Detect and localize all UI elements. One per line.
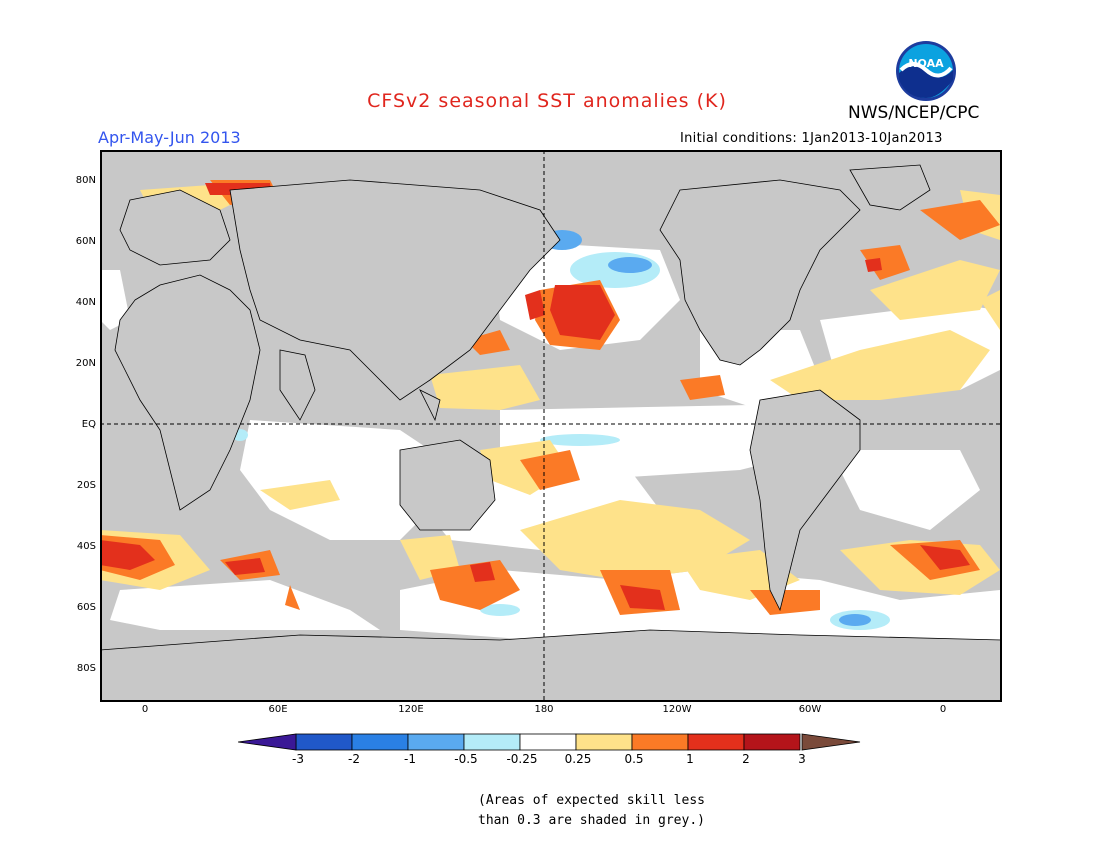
continents [100,164,1002,702]
colorbar-label: 0.5 [624,752,644,766]
colorbar-label: 0.25 [564,752,592,766]
season-label: Apr-May-Jun 2013 [98,128,241,147]
colorbar-over-arrow [801,733,861,751]
colorbar-label: -1 [404,752,416,766]
colorbar-label: -3 [292,752,304,766]
chart-title: CFSv2 seasonal SST anomalies (K) [367,90,727,112]
colorbar-cell [631,733,689,751]
noaa-logo: NOAA [896,41,956,101]
colorbar-label: 1 [686,752,694,766]
lon-label: 60W [798,704,822,715]
lat-label: 80N [75,175,96,186]
colorbar-label: 3 [798,752,806,766]
skill-note: (Areas of expected skill less than 0.3 a… [478,791,705,831]
lon-label: 120W [662,704,692,715]
colorbar-cell [743,733,801,751]
colorbar-under-arrow [238,733,297,751]
logo-text: NOAA [908,57,944,70]
lat-label: EQ [81,419,96,430]
colorbar-cell [575,733,633,751]
lat-label: 80S [76,663,96,674]
organization-label: NWS/NCEP/CPC [848,103,980,123]
colorbar-cell [687,733,745,751]
lat-label: 20N [75,358,96,369]
colorbar-cell [407,733,465,751]
skill-note-line-2: than 0.3 are shaded in grey.) [478,813,705,828]
colorbar [238,733,861,751]
colorbar-cell [519,733,577,751]
lon-label: 0 [141,704,149,715]
colorbar-cell [351,733,409,751]
colorbar-label: -2 [348,752,360,766]
lat-label: 60N [75,236,96,247]
skill-note-line-1: (Areas of expected skill less [478,793,705,808]
lon-label: 60E [268,704,288,715]
colorbar-label: 2 [742,752,750,766]
lat-label: 60S [76,602,96,613]
lon-label: 0 [939,704,947,715]
lat-label: 40N [75,297,96,308]
sst-anomaly-map [100,150,1002,702]
strong-positive-anomalies [100,183,970,610]
initial-conditions-label: Initial conditions: 1Jan2013-10Jan2013 [680,131,943,146]
colorbar-cell [295,733,353,751]
lon-label: 180 [534,704,554,715]
lon-label: 120E [398,704,424,715]
colorbar-cell [463,733,521,751]
map-frame [100,150,1002,702]
colorbar-label: -0.5 [454,752,478,766]
lat-label: 40S [76,541,96,552]
colorbar-label: -0.25 [506,752,538,766]
lat-label: 20S [76,480,96,491]
